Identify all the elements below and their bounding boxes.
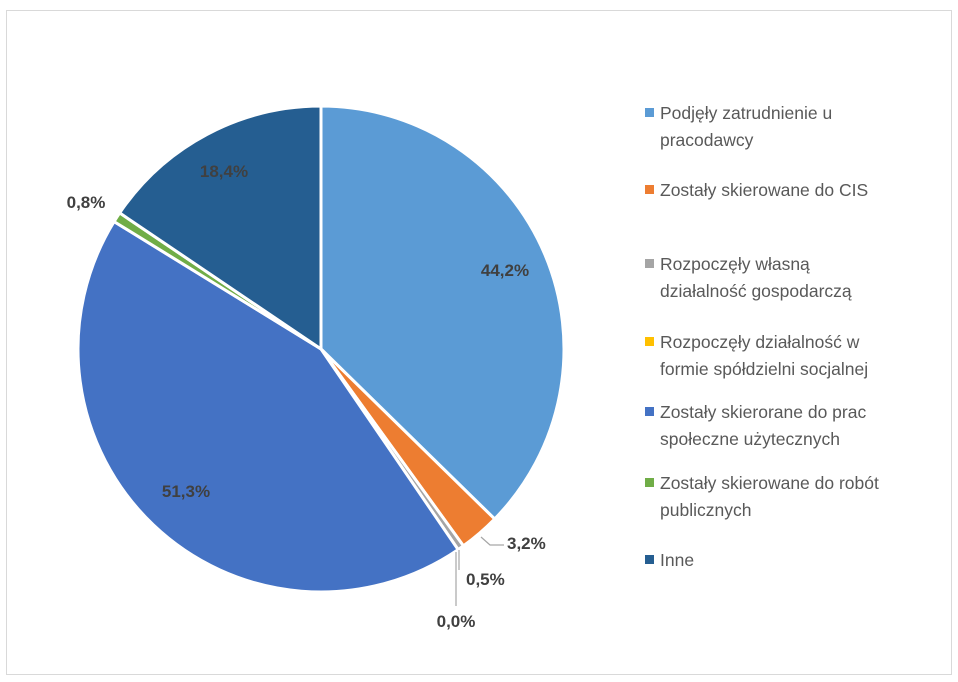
legend-label: Inne	[660, 547, 694, 574]
legend-item: Zostały skierorane do prac społeczne użyt…	[645, 399, 945, 453]
legend-label-line: pracodawcy	[660, 130, 754, 150]
leader-line	[480, 536, 504, 546]
legend-label-line: Rozpoczęły działalność w	[660, 332, 860, 352]
legend-item: Rozpoczęły działalność w formie spółdziel…	[645, 329, 945, 383]
legend-label-line: społeczne użytecznych	[660, 429, 840, 449]
legend-label-line: Zostały skierowane do robót	[660, 473, 879, 493]
slice-percent-label: 44,2%	[481, 261, 529, 280]
legend-label-line: Inne	[660, 550, 695, 570]
legend-label-line: formie spółdzielni socjalnej	[660, 359, 869, 379]
legend-swatch	[645, 185, 654, 194]
legend-swatch	[645, 478, 654, 487]
legend-label: Zostały skierorane do prac społeczne użyt…	[660, 399, 866, 453]
legend-swatch	[645, 259, 654, 268]
legend-label: Zostały skierowane do robót publicznych	[660, 470, 879, 524]
legend-item: Zostały skierowane do CIS	[645, 177, 945, 204]
legend-item: Podjęły zatrudnienie u pracodawcy	[645, 100, 945, 154]
legend-label-line: działalność gospodarczą	[660, 281, 852, 301]
slice-percent-label: 51,3%	[162, 482, 210, 501]
slice-percent-label: 0,8%	[67, 193, 106, 212]
legend-item: Rozpoczęły własną działalność gospodarczą	[645, 251, 945, 305]
legend-swatch	[645, 407, 654, 416]
legend-label-line: Zostały skierorane do prac	[660, 402, 867, 422]
pie-slice	[319, 104, 566, 521]
legend-item: Inne	[645, 547, 945, 574]
pie-slice	[118, 104, 323, 351]
slice-percent-label: 0,5%	[466, 570, 505, 589]
legend-label-line: Podjęły zatrudnienie u	[660, 103, 833, 123]
slice-percent-label: 0,0%	[437, 612, 476, 631]
legend-label: Rozpoczęły własną działalność gospodarczą	[660, 251, 852, 305]
slice-percent-label: 3,2%	[507, 534, 546, 553]
slice-percent-label: 18,4%	[200, 162, 248, 181]
legend-label-line: Rozpoczęły własną	[660, 254, 810, 274]
legend-swatch	[645, 555, 654, 564]
legend-swatch	[645, 108, 654, 117]
legend-label-line: publicznych	[660, 500, 752, 520]
pie-slice	[76, 220, 460, 594]
legend-label-line: Zostały skierowane do CIS	[660, 180, 869, 200]
legend-label: Rozpoczęły działalność w formie spółdziel…	[660, 329, 868, 383]
legend-label: Zostały skierowane do CIS	[660, 177, 868, 204]
legend-item: Zostały skierowane do robót publicznych	[645, 470, 945, 524]
legend-swatch	[645, 337, 654, 346]
legend-label: Podjęły zatrudnienie u pracodawcy	[660, 100, 832, 154]
